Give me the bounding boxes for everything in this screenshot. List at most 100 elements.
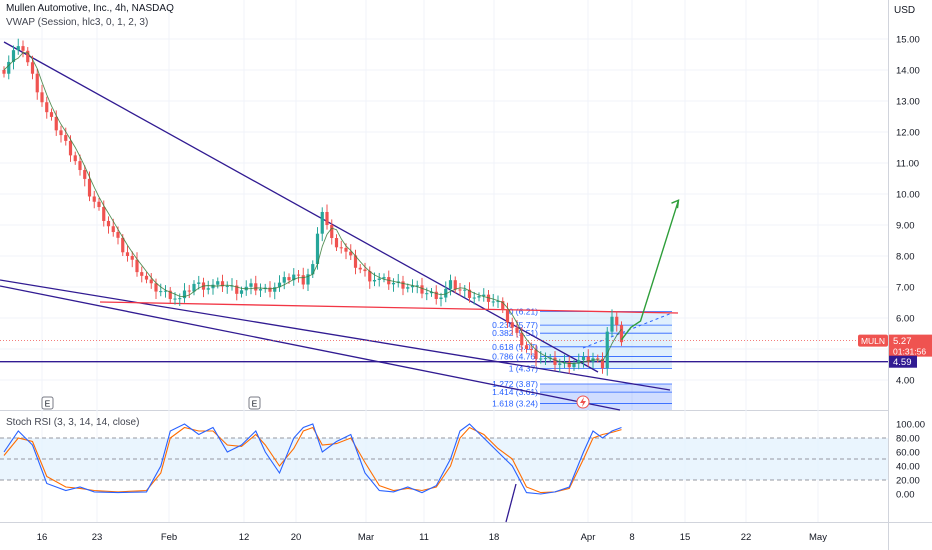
candle-body — [353, 255, 358, 268]
candle-body — [149, 279, 153, 284]
ticker-badge-bg — [858, 334, 888, 347]
candle-body — [596, 358, 600, 360]
candle-body — [111, 226, 115, 233]
candle-body — [358, 267, 362, 270]
candle-body — [235, 285, 239, 294]
candle-body — [73, 155, 77, 162]
candle-body — [330, 225, 334, 239]
rsi-tick-label: 100.00 — [896, 420, 925, 431]
candle-body — [78, 161, 82, 171]
price-tick-label: 9.00 — [896, 221, 915, 232]
candle-body — [311, 264, 315, 275]
candle-body — [206, 288, 210, 290]
candle-body — [334, 238, 339, 248]
candle-body — [529, 349, 533, 350]
price-tick-label: 6.00 — [896, 314, 915, 325]
candle-body — [45, 102, 49, 113]
time-axis-label: 11 — [419, 532, 429, 543]
earnings-marker: E — [45, 399, 51, 409]
earnings-marker-bg — [41, 396, 54, 410]
candle-body — [16, 46, 20, 51]
candle-body — [472, 297, 476, 299]
candle-body — [216, 281, 220, 285]
candle-body — [197, 282, 201, 284]
time-axis-label: 20 — [291, 532, 302, 543]
candle-body — [600, 358, 605, 369]
rsi-tick-label: 80.00 — [896, 434, 920, 445]
candle-body — [467, 289, 472, 298]
candle-body — [453, 280, 457, 290]
candle-body — [296, 274, 301, 276]
candle-body — [496, 301, 500, 303]
stoch-d-line — [3, 426, 622, 494]
candle-body — [64, 135, 68, 141]
axes: 15.00 14.00 13.00 12.00 11.00 10.00 9.00 8.00 7.… — [37, 35, 925, 544]
candle-body — [558, 363, 562, 365]
candle-body — [254, 283, 258, 291]
rsi-band — [0, 437, 888, 481]
candle-body — [572, 363, 576, 368]
candle-body — [301, 275, 305, 285]
vwap-path — [3, 52, 622, 364]
price-tick-label: 7.00 — [896, 283, 915, 294]
candle-body — [344, 247, 348, 252]
ticker-badge: MULN — [861, 336, 885, 346]
fib-zone-lower — [540, 384, 672, 410]
vwap-indicator-label[interactable]: VWAP (Session, hlc3, 0, 1, 2, 3) — [6, 17, 149, 28]
candle-body — [211, 284, 215, 289]
projection-arrow[interactable] — [620, 199, 680, 341]
price-tick-label: 10.00 — [896, 190, 920, 201]
candle-body — [87, 178, 92, 197]
candle-body — [401, 281, 405, 289]
price-tick-label: 13.00 — [896, 97, 920, 108]
price-tick-label: 14.00 — [896, 66, 920, 77]
candle-body — [106, 220, 111, 227]
candle-body — [553, 357, 557, 365]
candle-body — [225, 285, 229, 287]
trendlines[interactable] — [0, 41, 888, 523]
candle-body — [268, 287, 272, 292]
candle-body — [539, 358, 543, 360]
candle-body — [543, 358, 548, 360]
candle-body — [420, 285, 424, 294]
time-axis-label: 16 — [37, 532, 48, 543]
price-tick-label: 4.00 — [896, 376, 915, 387]
candle-body — [320, 211, 324, 234]
candle-body — [586, 356, 590, 362]
candle-body — [140, 272, 144, 276]
level-badge-bg — [889, 355, 917, 368]
candle-body — [30, 62, 35, 74]
fib-level-label: 0.382 (5.51) — [492, 328, 538, 338]
rsi-tick-label: 40.00 — [896, 462, 920, 473]
candle-body — [377, 278, 381, 280]
earnings-marker: E — [252, 399, 258, 409]
candle-body — [510, 322, 514, 328]
stoch-rsi-label[interactable]: Stoch RSI (3, 3, 14, 14, close) — [6, 417, 140, 428]
candle-body — [168, 290, 172, 299]
countdown-badge: 01:31:56 — [893, 347, 926, 357]
resistance-horizontal-line — [99, 301, 679, 314]
candle-body — [349, 251, 353, 256]
candle-body — [125, 252, 130, 256]
symbol-title[interactable]: Mullen Automotive, Inc., 4h, NASDAQ — [6, 3, 174, 14]
candle-body — [615, 316, 619, 326]
candle-body — [83, 170, 87, 179]
candle-body — [192, 283, 196, 292]
earnings-marker-bg — [248, 396, 261, 410]
candle-body — [130, 256, 134, 260]
currency-label[interactable]: USD — [894, 5, 916, 16]
candle-body — [410, 285, 415, 288]
candle-body — [520, 332, 524, 346]
candle-body — [277, 282, 282, 288]
candle-body — [135, 259, 139, 273]
time-axis-label: 8 — [629, 532, 634, 543]
time-axis-label: 18 — [489, 532, 500, 543]
fib-level-label: 0.236 (5.77) — [492, 320, 538, 330]
candle-body — [619, 325, 624, 343]
candle-body — [40, 92, 44, 103]
candle-body — [605, 331, 609, 369]
projection-arrow-head — [671, 199, 680, 209]
candle-body — [567, 362, 571, 368]
